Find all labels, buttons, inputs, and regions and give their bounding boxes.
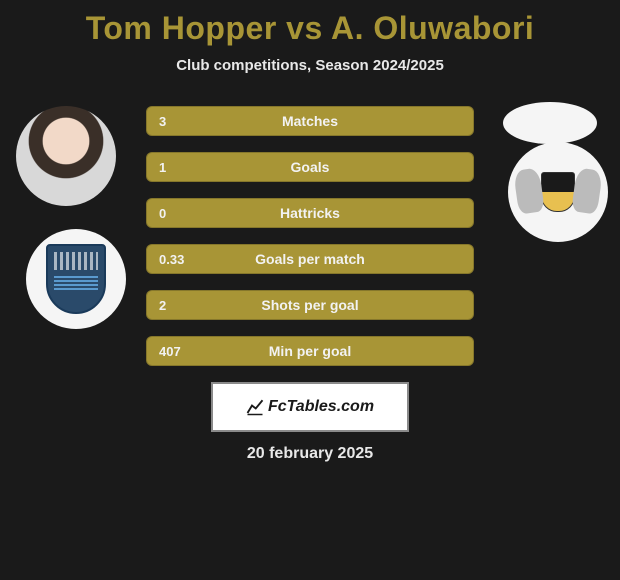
shield-icon [541,172,575,212]
stat-label: Goals per match [147,251,473,267]
stat-value: 0.33 [159,252,184,267]
stat-value: 3 [159,114,166,129]
stat-label: Matches [147,113,473,129]
stat-label: Goals [147,159,473,175]
stat-label: Shots per goal [147,297,473,313]
stat-row-hattricks: 0 Hattricks [146,198,474,228]
page-subtitle: Club competitions, Season 2024/2025 [8,57,612,74]
stat-row-matches: 3 Matches [146,106,474,136]
stat-row-goals: 1 Goals [146,152,474,182]
stat-label: Hattricks [147,205,473,221]
stat-value: 0 [159,206,166,221]
club-badge-right [508,142,608,242]
page-title: Tom Hopper vs A. Oluwabori [8,10,612,47]
stat-row-shots-per-goal: 2 Shots per goal [146,290,474,320]
southend-crest-icon [46,244,106,314]
branding-badge: FcTables.com [211,382,409,432]
branding-label: FcTables.com [268,398,374,416]
player-left-photo [16,106,116,206]
chart-line-icon [246,398,264,416]
stat-value: 407 [159,344,181,359]
truro-crest-icon [514,157,602,227]
stat-label: Min per goal [147,343,473,359]
player-right-placeholder [503,102,597,144]
branding-text: FcTables.com [246,398,374,416]
footer-date: 20 february 2025 [8,445,612,463]
stat-value: 1 [159,160,166,175]
stat-row-goals-per-match: 0.33 Goals per match [146,244,474,274]
comparison-area: 3 Matches 1 Goals 0 Hattricks 0.33 Goals… [8,92,612,472]
club-badge-left [26,229,126,329]
stat-bars: 3 Matches 1 Goals 0 Hattricks 0.33 Goals… [146,106,474,382]
root-container: Tom Hopper vs A. Oluwabori Club competit… [0,0,620,472]
stat-row-min-per-goal: 407 Min per goal [146,336,474,366]
stat-value: 2 [159,298,166,313]
